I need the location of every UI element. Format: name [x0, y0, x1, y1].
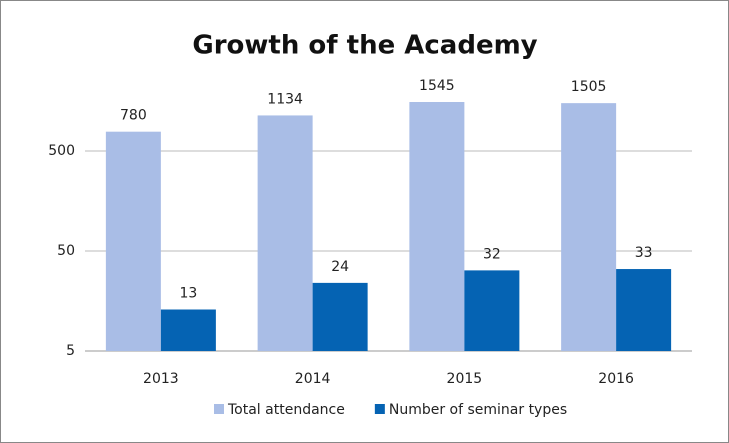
data-label: 1545	[419, 78, 455, 94]
chart-title: Growth of the Academy	[192, 31, 537, 61]
bar	[409, 102, 465, 351]
legend-label: Total attendance	[227, 402, 345, 418]
bar	[312, 282, 368, 351]
x-tick-label: 2016	[598, 371, 634, 387]
bar	[561, 103, 617, 352]
bar	[616, 269, 672, 351]
y-tick-label: 500	[48, 143, 75, 159]
legend-label: Number of seminar types	[389, 402, 567, 418]
x-tick-label: 2015	[447, 371, 483, 387]
data-label: 32	[483, 246, 501, 262]
legend-swatch	[374, 404, 385, 414]
legend-swatch	[214, 404, 224, 414]
data-label: 24	[331, 259, 349, 275]
bar	[160, 309, 216, 351]
y-tick-label: 5	[66, 343, 75, 359]
bar	[105, 131, 161, 351]
y-tick-label: 50	[57, 243, 75, 259]
data-label: 13	[179, 286, 197, 302]
x-tick-label: 2013	[143, 371, 179, 387]
data-label: 1134	[267, 91, 303, 107]
bar	[257, 115, 313, 351]
bar	[464, 270, 520, 351]
data-label: 1505	[571, 79, 607, 95]
data-label: 33	[635, 245, 653, 261]
x-tick-label: 2014	[295, 371, 331, 387]
data-label: 780	[120, 108, 147, 124]
